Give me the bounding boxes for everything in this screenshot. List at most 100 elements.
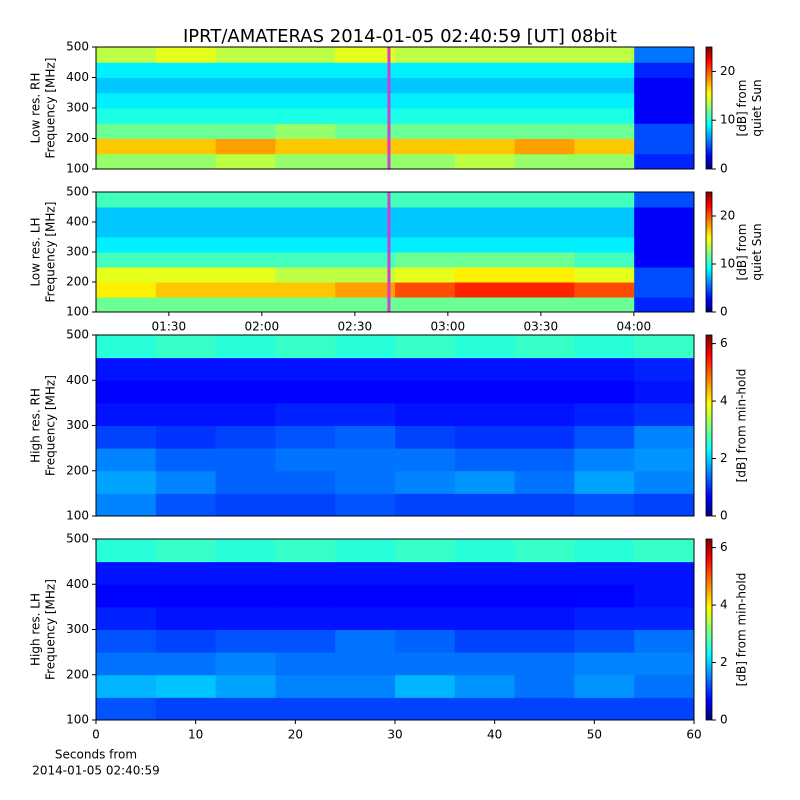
heatmap-cell [454,493,516,517]
y-tick-label: 300 [66,245,89,259]
heatmap-cell [96,357,157,381]
heatmap-cell [96,561,157,585]
heatmap-cell [634,584,695,608]
heatmap-cell [454,380,516,404]
heatmap-cell [514,493,575,517]
heatmap-cell [155,652,217,676]
colorbar-label: [dB] from [735,224,749,281]
y-tick-label: 200 [66,275,89,289]
heatmap-cell [96,470,157,494]
heatmap-cell [574,470,635,494]
heatmap-cell [155,282,217,298]
y-axis-label: High res. RH [29,388,43,463]
heatmap-cell [96,539,157,563]
heatmap-cell [215,92,276,109]
colorbar-tick-label: 20 [720,209,735,223]
heatmap-cell [155,297,217,313]
heatmap-cell [275,357,336,381]
heatmap-cell [395,561,456,585]
heatmap-cell [634,561,695,585]
heatmap-cell [514,252,575,268]
heatmap-cell [155,92,217,109]
heatmap-cell [634,448,695,472]
heatmap-cell [395,222,456,238]
colorbar [705,46,713,170]
heatmap-cell [275,561,336,585]
y-tick-label: 400 [66,373,89,387]
heatmap-cell [514,470,575,494]
heatmap-cell [395,335,456,359]
heatmap-cell [215,207,276,223]
heatmap-cell [215,192,276,208]
heatmap-cell [395,207,456,223]
heatmap-cell [454,192,516,208]
heatmap-cell [574,697,635,721]
heatmap-cell [574,123,635,139]
heatmap-cell [634,237,695,253]
heatmap-cell [335,425,396,449]
heatmap-cell [335,357,396,381]
y-tick-label: 400 [66,70,89,84]
y-tick-label: 100 [66,305,89,319]
heatmap-cell [514,192,575,208]
heatmap-cell [215,62,276,78]
heatmap-cell [634,207,695,223]
heatmap-cell [574,561,635,585]
heatmap-cell [275,237,336,253]
heatmap-cell [96,402,157,426]
heatmap-cell [514,561,575,585]
heatmap-cell [96,629,157,653]
heatmap-cell [514,207,575,223]
heatmap-cell [155,267,217,283]
heatmap-cell [155,448,217,472]
heatmap-cell [215,448,276,472]
heatmap-cell [634,380,695,404]
y-axis-label: Frequency [MHz] [44,58,58,159]
x-tick-label: 60 [686,728,701,742]
heatmap-cell [514,380,575,404]
y-axis-label: Low res. LH [29,217,43,286]
heatmap-cell [155,380,217,404]
heatmap-cell [155,584,217,608]
heatmap-cell [454,153,516,170]
heatmap-cell [155,153,217,170]
heatmap-cell [634,153,695,170]
heatmap-cell [634,629,695,653]
heatmap-cell [335,629,396,653]
x-tick-label: 40 [487,728,502,742]
heatmap-cell [96,77,157,94]
heatmap-cell [155,252,217,268]
y-tick-label: 500 [66,40,89,54]
heatmap-cell [96,297,157,313]
x-tick-label: 10 [188,728,203,742]
colorbar-tick-label: 2 [720,655,728,669]
heatmap-cell [634,402,695,426]
heatmap-cell [634,539,695,563]
heatmap-cell [454,123,516,139]
heatmap-cell [275,108,336,124]
heatmap-cell [275,282,336,298]
heatmap-cell [335,267,396,283]
heatmap-cell [395,192,456,208]
heatmap-cell [155,493,217,517]
heatmap-cell [215,335,276,359]
heatmap-cell [454,652,516,676]
y-axis-label: Frequency [MHz] [44,202,58,303]
heatmap-cell [155,629,217,653]
heatmap-cell [634,697,695,721]
heatmap-cell [335,92,396,109]
heatmap-cell [155,697,217,721]
heatmap-cell [215,652,276,676]
heatmap-cell [275,138,336,155]
heatmap-cell [574,282,635,298]
heatmap-cell [514,267,575,283]
heatmap-cell [634,123,695,139]
heatmap-cell [275,652,336,676]
heatmap-cell [454,561,516,585]
heatmap-cell [574,357,635,381]
heatmap-cell [395,402,456,426]
x-tick-label: 02:30 [338,320,373,334]
heatmap-cell [454,297,516,313]
heatmap-cell [215,470,276,494]
